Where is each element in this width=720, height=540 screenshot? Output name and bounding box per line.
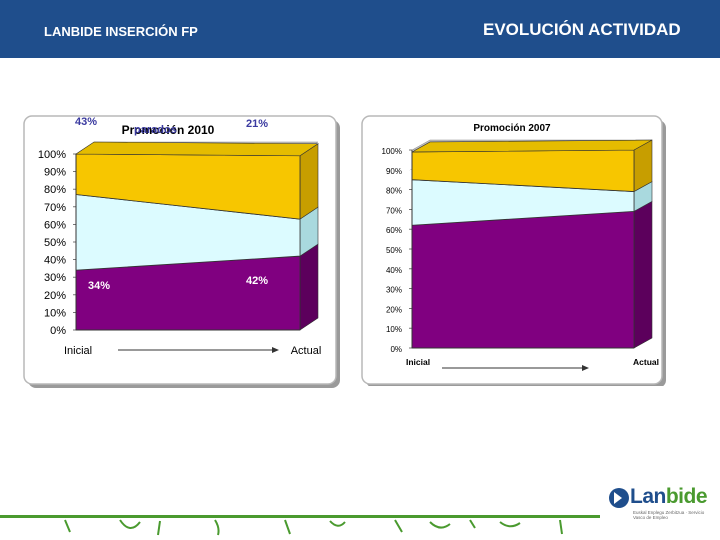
chart-title: Promoción 2007 <box>473 123 551 134</box>
y-tick-label: 50% <box>44 237 66 249</box>
y-tick-label: 0% <box>50 325 66 337</box>
chart-title: Promoción 2010 <box>122 123 215 137</box>
header-bar: LANBIDE INSERCIÓN FP EVOLUCIÓN ACTIVIDAD <box>0 0 720 58</box>
data-label-ocupados: 42% <box>246 275 268 287</box>
y-tick-label: 40% <box>44 255 66 267</box>
y-tick-label: 10% <box>44 307 66 319</box>
band-ocupados <box>411 210 635 349</box>
y-tick-label: 80% <box>386 187 402 196</box>
header-left-title: LANBIDE INSERCIÓN FP <box>44 24 198 39</box>
lanbide-logo-text: Lanbide <box>630 485 708 509</box>
band-side-estudiantes <box>299 143 319 220</box>
x-category-label: Inicial <box>64 345 92 357</box>
y-tick-label: 70% <box>44 202 66 214</box>
chart-promocion-2010: Promoción 2010 0% 10% 20% 30% 40% 50% 60% 70% 80%… <box>23 115 340 388</box>
lanbide-logo-icon <box>609 488 629 508</box>
band-side-ocupados <box>633 200 653 349</box>
logo-text-base: Lan <box>630 485 666 508</box>
y-tick-label: 100% <box>382 147 402 156</box>
band-top-estudiantes <box>411 139 653 153</box>
y-tick-label: 90% <box>386 167 402 176</box>
chart-promocion-2007: Promoción 2007 0% 10% 20% 30% 40% 50% 60% 70% 80%… <box>361 115 666 386</box>
y-tick-label: 10% <box>386 325 402 334</box>
series-name-parados: parados <box>134 124 177 136</box>
time-arrow-head <box>272 347 279 353</box>
footer-decoration <box>0 515 600 536</box>
y-tick-label: 0% <box>390 345 402 354</box>
logo-text-accent: bide <box>665 485 708 508</box>
y-tick-label: 90% <box>44 167 66 179</box>
y-tick-label: 60% <box>386 226 402 235</box>
lanbide-logo <box>608 484 716 536</box>
y-tick-label: 80% <box>44 184 66 196</box>
y-tick-label: 30% <box>44 272 66 284</box>
time-arrow-head <box>582 365 589 371</box>
y-tick-label: 20% <box>44 290 66 302</box>
x-category-label: Actual <box>633 357 659 367</box>
y-tick-label: 60% <box>44 219 66 231</box>
band-side-ocupados <box>299 243 319 331</box>
y-tick-label: 100% <box>38 149 66 161</box>
y-tick-label: 70% <box>386 206 402 215</box>
data-label-ocupados: 34% <box>88 280 110 292</box>
x-category-label: Actual <box>291 345 322 357</box>
y-tick-label: 30% <box>386 286 402 295</box>
y-tick-label: 40% <box>386 266 402 275</box>
y-tick-label: 50% <box>386 246 402 255</box>
y-tick-label: 20% <box>386 305 402 314</box>
data-label-parados: 21% <box>246 118 268 130</box>
data-label-parados: 43% <box>75 116 97 128</box>
header-right-title: EVOLUCIÓN ACTIVIDAD <box>483 20 681 39</box>
x-category-label: Inicial <box>406 357 430 367</box>
band-top-estudiantes <box>75 141 319 157</box>
lanbide-logo-subtitle: Euskal Enplegu Zerbitzua · Servicio Vasc… <box>633 510 705 520</box>
